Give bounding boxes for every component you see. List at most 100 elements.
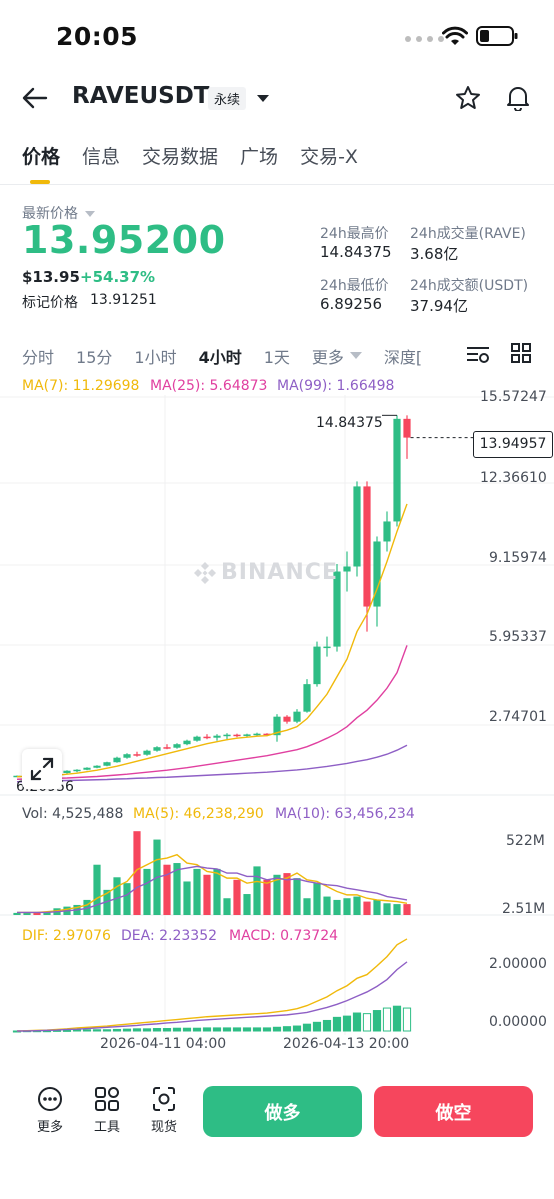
macd-value-legend: MACD: 0.73724 (229, 928, 339, 944)
macd-dea-line (17, 961, 408, 1032)
back-arrow-icon[interactable] (22, 86, 48, 110)
tab-trading-data[interactable]: 交易数据 (142, 146, 219, 168)
price-axis-label: 2.74701 (489, 709, 547, 725)
volume-bar (113, 877, 121, 915)
symbol-title[interactable]: RAVEUSDT (72, 83, 210, 109)
volume-bar (103, 889, 111, 915)
binance-watermark: BINANCE (192, 560, 338, 586)
macd-bar (372, 1010, 382, 1032)
candle-body (233, 734, 241, 737)
layout-grid-icon[interactable] (511, 343, 531, 363)
candle-body (213, 735, 221, 738)
candle-body (93, 765, 101, 768)
macd-bar (142, 1028, 152, 1032)
interval-timeline[interactable]: 分时 (22, 348, 55, 367)
candle-body (223, 734, 231, 737)
tab-square[interactable]: 广场 (240, 146, 279, 168)
bell-icon[interactable] (505, 84, 531, 111)
fullscreen-button[interactable] (22, 749, 62, 789)
candle-body (193, 736, 201, 741)
volume-bar (23, 912, 31, 915)
tools-label: 工具 (93, 1120, 120, 1135)
short-button[interactable]: 做空 (374, 1086, 533, 1137)
spot-swap-icon (153, 1087, 175, 1111)
volume-bar (163, 864, 171, 915)
candle-body (343, 566, 351, 572)
volume-bar (83, 899, 91, 915)
price-axis-label: 5.95337 (489, 629, 547, 645)
volume-bar (143, 868, 151, 915)
macd-bar (82, 1029, 92, 1032)
volume-24h-label: 24h成交量(RAVE) (410, 226, 526, 242)
volume-bar (133, 831, 141, 915)
spot-button[interactable]: 现货 (139, 1086, 189, 1135)
tools-button[interactable]: 工具 (82, 1086, 132, 1135)
candle-body (133, 754, 141, 756)
volume-bar (203, 874, 211, 915)
macd-bar (312, 1021, 322, 1032)
tab-trade-x[interactable]: 交易-X (300, 146, 358, 168)
candle-body (253, 733, 261, 736)
interval-bar: 分时 15分 1小时 4小时 1天 更多 深度[ (22, 344, 444, 368)
ma7-line (16, 503, 408, 778)
macd-bar (392, 1005, 402, 1032)
macd-axis-label: 2.00000 (489, 956, 547, 972)
interval-depth[interactable]: 深度[ (383, 348, 423, 367)
candle-body (373, 541, 381, 607)
volume-legend: Vol: 4,525,488 (22, 806, 124, 822)
macd-bar (112, 1028, 122, 1032)
expand-icon (30, 757, 54, 781)
battery-icon (476, 26, 518, 46)
volume-24h-value: 3.68亿 (410, 245, 459, 263)
macd-dif-line (16, 938, 408, 1032)
macd-bar (382, 1007, 392, 1032)
tab-info[interactable]: 信息 (82, 146, 121, 168)
macd-histogram (12, 1005, 412, 1033)
volume-ma10-line (17, 865, 408, 914)
candle-body (83, 767, 91, 770)
amount-24h-label: 24h成交额(USDT) (410, 278, 529, 294)
macd-bar (222, 1027, 232, 1032)
binance-logo-icon (194, 562, 216, 584)
current-price-tag[interactable]: 13.94957 (473, 431, 553, 458)
volume-bar (213, 868, 221, 915)
macd-lines (16, 938, 408, 1032)
macd-bar (282, 1026, 292, 1032)
macd-dea-legend: DEA: 2.23352 (121, 928, 218, 944)
volume-bar (183, 881, 191, 915)
volume-bar (223, 898, 231, 915)
candle-body (313, 646, 321, 685)
long-button[interactable]: 做多 (203, 1086, 362, 1137)
interval-15m[interactable]: 15分 (76, 348, 113, 367)
latest-price-label[interactable]: 最新价格 (22, 203, 96, 223)
candle-body (383, 521, 391, 542)
price-change-percent: +54.37% (80, 268, 156, 286)
volume-ma5-line (17, 853, 408, 914)
volume-bar (363, 901, 371, 915)
macd-bar (292, 1025, 302, 1032)
high-24h-value: 14.84375 (320, 243, 392, 261)
divider (0, 184, 554, 185)
mark-price-label: 标记价格 (22, 295, 78, 311)
interval-1d[interactable]: 1天 (263, 348, 290, 367)
volume-bar (313, 883, 321, 915)
interval-4h[interactable]: 4小时 (198, 348, 242, 367)
favorite-star-icon[interactable] (455, 85, 481, 110)
macd-bar (332, 1016, 342, 1032)
candle-body (163, 747, 171, 749)
candlestick-chart[interactable] (0, 395, 554, 1060)
tab-price[interactable]: 价格 (22, 146, 61, 168)
volume-bar (243, 894, 251, 915)
volume-bar (393, 904, 401, 915)
candle-body (303, 684, 311, 712)
symbol-dropdown-icon[interactable] (256, 94, 270, 103)
price-axis-label: 15.57247 (480, 389, 547, 405)
price-axis-label: 9.15974 (489, 550, 547, 566)
indicator-settings-icon[interactable] (466, 344, 490, 364)
macd-bar (132, 1028, 142, 1032)
more-tool-button[interactable]: 更多 (25, 1086, 75, 1135)
interval-more[interactable]: 更多 (311, 348, 344, 367)
interval-1h[interactable]: 1小时 (134, 348, 177, 367)
tools-grid-icon (95, 1087, 119, 1111)
page-tabs: 价格 信息 交易数据 广场 交易-X (22, 142, 380, 169)
